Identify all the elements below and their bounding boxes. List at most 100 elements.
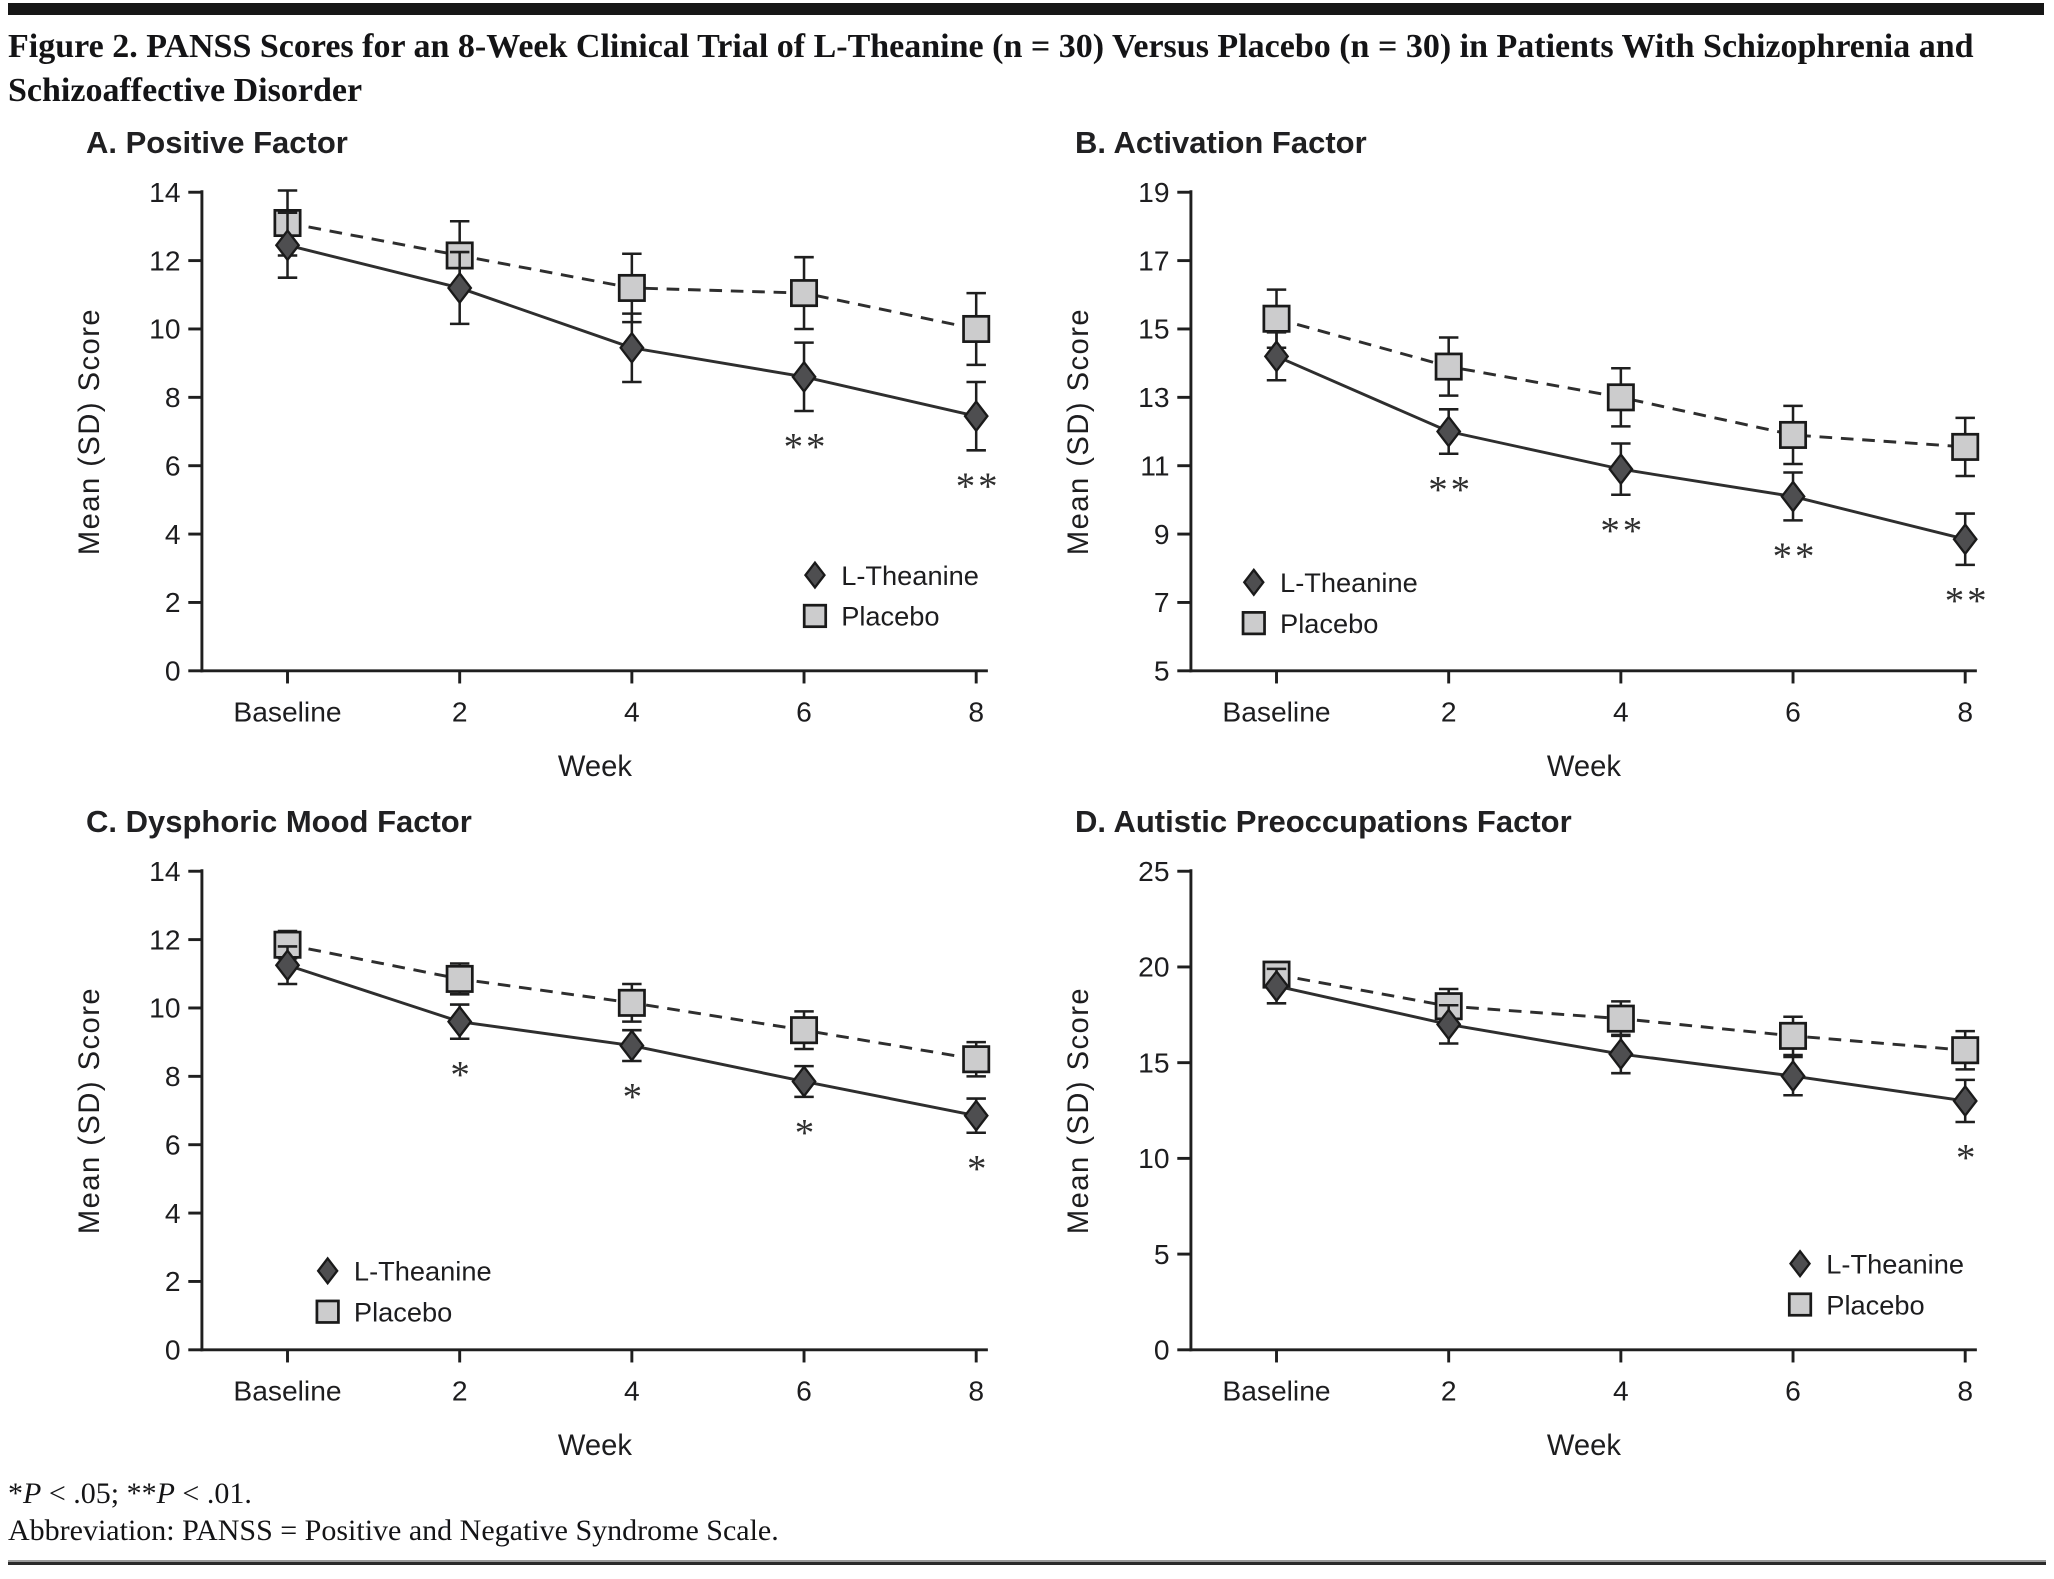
square-marker (617, 988, 646, 1017)
x-tick-label: Baseline (233, 696, 341, 728)
legend-label: Placebo (1280, 608, 1378, 639)
y-tick-label: 5 (1154, 1238, 1170, 1270)
series-l-theanine: ** ** ** ** (1263, 331, 1987, 623)
y-axis-title: Mean (SD) Score (1063, 308, 1095, 555)
bottom-rule (8, 1559, 2046, 1565)
diamond-marker (963, 1099, 989, 1133)
diamond-marker (1608, 452, 1634, 487)
x-tick-label: 4 (1613, 1374, 1629, 1406)
diamond-marker (1952, 1084, 1978, 1118)
y-tick-label: 15 (1138, 1046, 1169, 1078)
panel-b-plot: 5 7 9 11 13 15 17 19 Baseline 2 4 6 8 Week Mean (SD) S… (1063, 176, 1987, 783)
panels-grid: A. Positive Factor 0 2 4 6 8 10 12 14 Baseline 2 4… (0, 115, 2054, 1468)
panel-a-chart: 0 2 4 6 8 10 12 14 Baseline 2 4 6 8 Week Mean (SD) Sco… (56, 165, 1019, 789)
x-tick-label: 6 (796, 1374, 812, 1406)
y-tick-label: 7 (1154, 587, 1170, 619)
significance-mark: ** (784, 426, 829, 469)
x-tick-label: 6 (1785, 1374, 1801, 1406)
x-tick-label: Baseline (1222, 1374, 1330, 1406)
legend-label: Placebo (1826, 1289, 1924, 1320)
significance-mark: * (967, 1147, 989, 1190)
square-marker (1434, 352, 1463, 381)
x-axis-title: Week (1547, 1430, 1621, 1462)
panel-a-title: A. Positive Factor (86, 125, 348, 161)
y-tick-label: 8 (165, 381, 181, 413)
significance-mark: ** (1600, 510, 1645, 553)
y-tick-label: 10 (149, 992, 180, 1024)
x-tick-label: 8 (968, 1374, 984, 1406)
x-tick-label: 4 (624, 696, 640, 728)
y-tick-label: 6 (165, 450, 181, 482)
square-marker (1606, 383, 1635, 412)
x-tick-label: 6 (1785, 696, 1801, 728)
x-tick-label: 4 (1613, 696, 1629, 728)
square-marker (1779, 421, 1808, 450)
x-tick-label: 4 (624, 1374, 640, 1406)
y-tick-label: 0 (165, 655, 181, 687)
square-marker (962, 315, 991, 344)
x-axis-title: Week (1547, 751, 1621, 783)
panel-b-title: B. Activation Factor (1075, 125, 1367, 161)
square-marker (790, 279, 819, 308)
legend: L-Theanine Placebo (1241, 567, 1418, 639)
significance-mark: * (795, 1111, 817, 1154)
square-marker (1779, 1021, 1808, 1050)
panel-b: B. Activation Factor 5 7 9 11 13 15 17 19 Baseli… (1045, 119, 2008, 789)
legend-label: L-Theanine (841, 560, 979, 591)
diamond-marker (447, 1004, 473, 1039)
bottom-rule-dark (8, 1561, 2046, 1565)
y-tick-label: 2 (165, 1265, 181, 1297)
x-tick-label: 2 (1441, 1374, 1457, 1406)
diamond-marker (274, 229, 301, 263)
diamond-marker (316, 1256, 339, 1286)
series-l-theanine: * (1263, 967, 1978, 1180)
legend: L-Theanine Placebo (1787, 1248, 1964, 1320)
sig-val2: < .01. (174, 1477, 252, 1511)
diamond-marker (619, 331, 645, 365)
diamond-marker (963, 400, 989, 434)
axes (188, 869, 988, 1363)
panel-a-plot: 0 2 4 6 8 10 12 14 Baseline 2 4 6 8 Week Mean (SD) Sco… (74, 176, 1001, 783)
square-marker (802, 604, 828, 629)
y-tick-label: 8 (165, 1060, 181, 1092)
y-tick-label: 20 (1138, 951, 1169, 983)
y-axis-title: Mean (SD) Score (74, 308, 106, 555)
y-axis-title: Mean (SD) Score (1063, 987, 1095, 1234)
significance-mark: ** (956, 465, 1001, 508)
y-tick-label: 13 (1138, 381, 1169, 413)
footnotes: *P < .05; **P < .01. Abbreviation: PANSS… (8, 1476, 2054, 1549)
diamond-marker (1263, 969, 1290, 1003)
panel-c-title: C. Dysphoric Mood Factor (86, 803, 472, 839)
diamond-marker (1952, 523, 1978, 557)
square-marker (962, 1045, 991, 1074)
legend-label: L-Theanine (1826, 1248, 1964, 1279)
diamond-marker (1789, 1249, 1812, 1278)
x-tick-label: 2 (1441, 696, 1457, 728)
axes (1177, 869, 1977, 1363)
diamond-marker (791, 360, 817, 394)
diamond-marker (447, 271, 473, 305)
y-tick-label: 5 (1154, 655, 1170, 687)
square-marker (1787, 1292, 1813, 1317)
y-tick-label: 0 (165, 1333, 181, 1365)
y-tick-label: 4 (165, 1197, 181, 1229)
square-marker (1951, 433, 1980, 462)
sig-star2: ** (126, 1477, 157, 1511)
square-marker (790, 1016, 819, 1045)
bottom-rule-light (8, 1559, 2046, 1562)
legend: L-Theanine Placebo (802, 560, 979, 632)
series-placebo (273, 189, 991, 367)
square-marker (1241, 611, 1266, 636)
y-tick-label: 19 (1138, 176, 1169, 208)
x-tick-label: 8 (968, 696, 984, 728)
x-tick-label: 2 (452, 1374, 468, 1406)
y-tick-label: 12 (149, 245, 180, 277)
square-marker (1951, 1036, 1980, 1065)
y-tick-label: 6 (165, 1128, 181, 1160)
significance-mark: * (1956, 1137, 1978, 1180)
axes (1177, 190, 1977, 684)
panel-a: A. Positive Factor 0 2 4 6 8 10 12 14 Baseline 2 4… (56, 119, 1019, 789)
x-tick-label: 8 (1957, 696, 1973, 728)
series-l-theanine: * * * * (274, 945, 989, 1190)
y-tick-label: 2 (165, 587, 181, 619)
